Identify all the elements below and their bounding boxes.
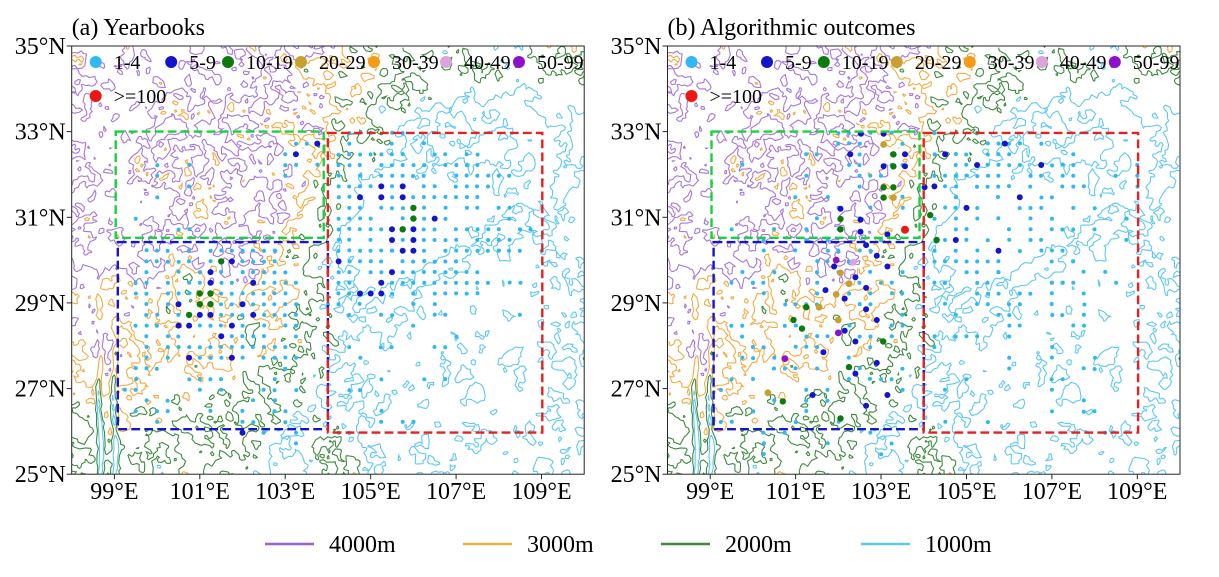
svg-text:1000m: 1000m [925, 532, 992, 558]
svg-text:10-19: 10-19 [842, 52, 889, 74]
svg-text:10-19: 10-19 [246, 52, 293, 74]
svg-text:105°E: 105°E [341, 479, 401, 505]
svg-text:27°N: 27°N [15, 377, 66, 403]
svg-text:50-99: 50-99 [537, 52, 584, 74]
svg-text:101°E: 101°E [170, 479, 230, 505]
svg-text:4000m: 4000m [329, 532, 396, 558]
svg-text:105°E: 105°E [936, 479, 996, 505]
svg-text:107°E: 107°E [1022, 479, 1082, 505]
svg-text:1-4: 1-4 [114, 52, 141, 74]
svg-text:99°E: 99°E [686, 479, 734, 505]
svg-text:>=100: >=100 [114, 86, 167, 108]
svg-text:(a) Yearbooks: (a) Yearbooks [72, 15, 205, 41]
svg-text:50-99: 50-99 [1133, 52, 1180, 74]
svg-text:107°E: 107°E [426, 479, 486, 505]
svg-text:>=100: >=100 [710, 86, 763, 108]
svg-text:33°N: 33°N [611, 120, 662, 146]
svg-text:33°N: 33°N [15, 120, 66, 146]
svg-text:3000m: 3000m [527, 532, 594, 558]
svg-text:30-39: 30-39 [392, 52, 439, 74]
svg-text:103°E: 103°E [851, 479, 911, 505]
svg-text:35°N: 35°N [15, 34, 66, 60]
svg-text:109°E: 109°E [1107, 479, 1167, 505]
svg-text:5-9: 5-9 [189, 52, 216, 74]
svg-text:109°E: 109°E [511, 479, 571, 505]
svg-text:(b) Algorithmic outcomes: (b) Algorithmic outcomes [668, 15, 916, 41]
svg-text:35°N: 35°N [611, 34, 662, 60]
svg-text:29°N: 29°N [611, 291, 662, 317]
svg-text:25°N: 25°N [611, 462, 662, 488]
svg-text:31°N: 31°N [611, 205, 662, 231]
svg-text:2000m: 2000m [725, 532, 792, 558]
svg-text:101°E: 101°E [765, 479, 825, 505]
svg-text:30-39: 30-39 [988, 52, 1035, 74]
svg-text:20-29: 20-29 [915, 52, 962, 74]
svg-text:40-49: 40-49 [1060, 52, 1107, 74]
svg-text:103°E: 103°E [255, 479, 315, 505]
svg-text:29°N: 29°N [15, 291, 66, 317]
svg-text:31°N: 31°N [15, 205, 66, 231]
svg-text:1-4: 1-4 [710, 52, 737, 74]
svg-text:20-29: 20-29 [319, 52, 366, 74]
svg-text:40-49: 40-49 [464, 52, 511, 74]
svg-text:5-9: 5-9 [785, 52, 812, 74]
svg-text:99°E: 99°E [90, 479, 138, 505]
svg-text:25°N: 25°N [15, 462, 66, 488]
svg-text:27°N: 27°N [611, 377, 662, 403]
